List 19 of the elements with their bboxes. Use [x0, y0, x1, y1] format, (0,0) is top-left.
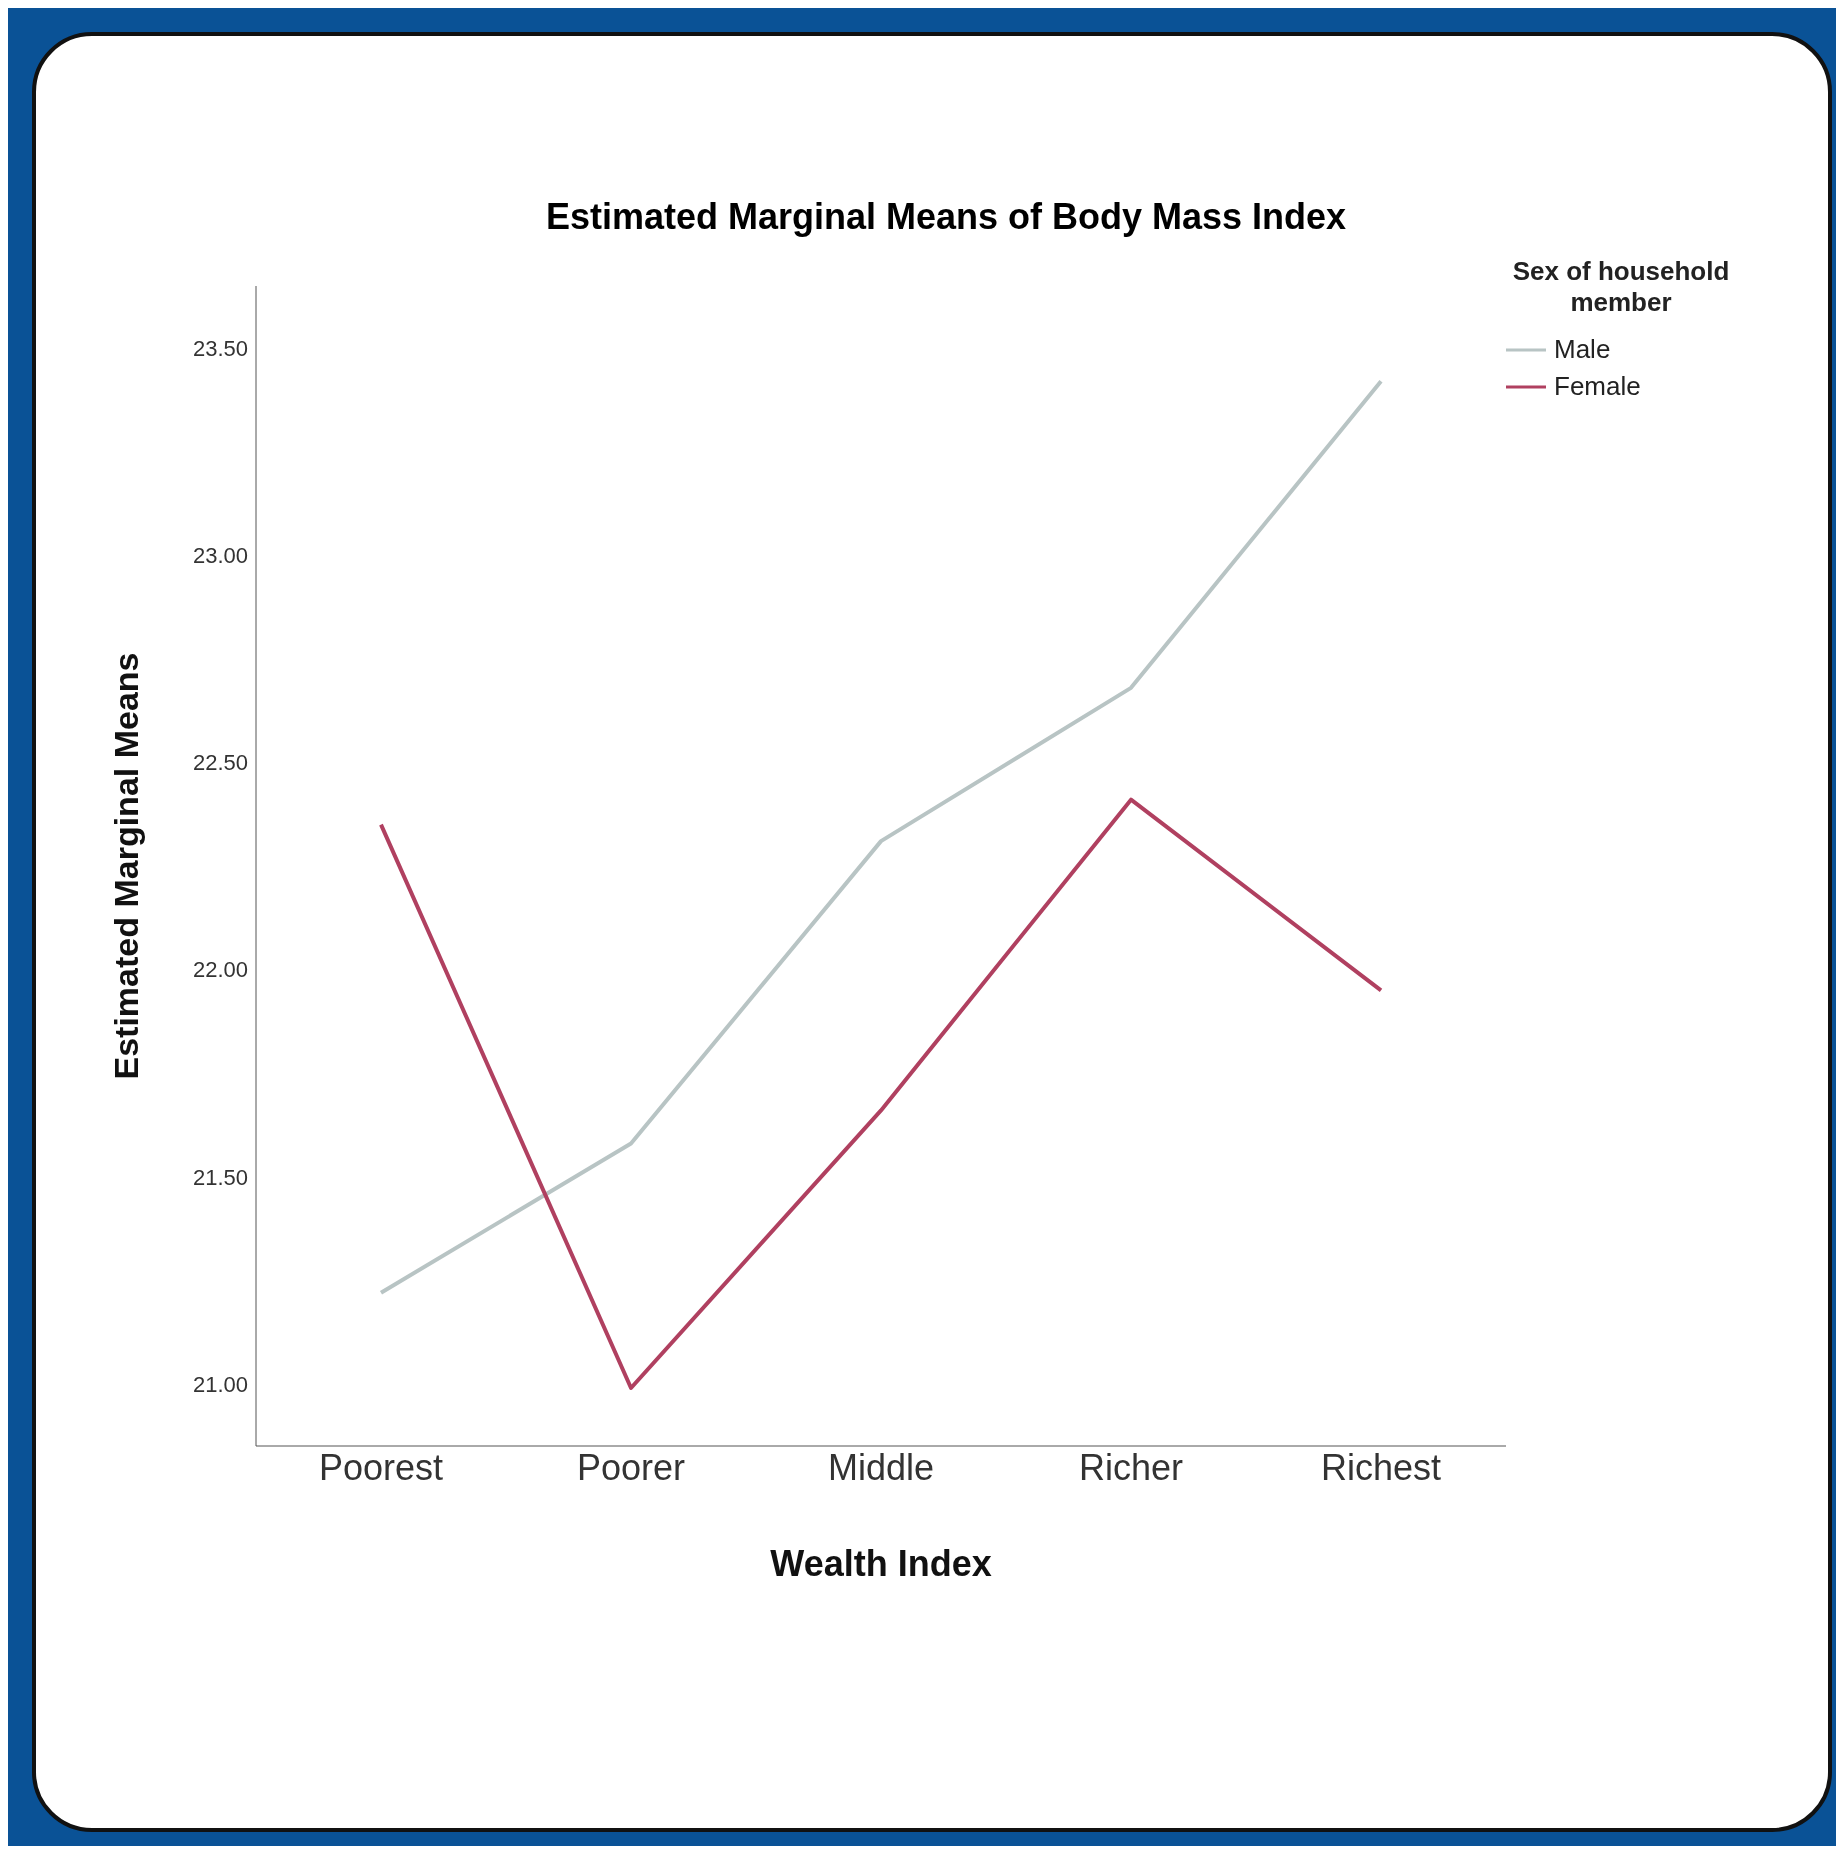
y-tick-label: 23.50	[192, 335, 248, 361]
y-tick-label: 22.50	[192, 750, 248, 776]
line-series	[379, 797, 1383, 1390]
x-tick-label: Middle	[827, 1446, 935, 1488]
legend-label: Male	[1554, 334, 1611, 365]
legend-label: Female	[1554, 371, 1641, 402]
x-tick-label: Richer	[1078, 1446, 1184, 1488]
x-axis-title: Wealth Index	[770, 1543, 992, 1584]
line-series	[379, 379, 1383, 1295]
legend-title: Sex of household member	[1511, 256, 1731, 318]
y-tick-label: 21.00	[192, 1371, 248, 1397]
chart-title: Estimated Marginal Means of Body Mass Index	[544, 196, 1348, 238]
y-tick-label: 21.50	[192, 1164, 248, 1190]
x-tick-label: Poorer	[576, 1446, 686, 1488]
y-tick-label: 23.00	[192, 543, 248, 569]
y-axis-title: Estimated Marginal Means	[107, 652, 146, 1080]
x-tick-label: Richest	[1320, 1446, 1442, 1488]
x-tick-label: Poorest	[318, 1446, 444, 1488]
y-tick-label: 22.00	[192, 957, 248, 983]
